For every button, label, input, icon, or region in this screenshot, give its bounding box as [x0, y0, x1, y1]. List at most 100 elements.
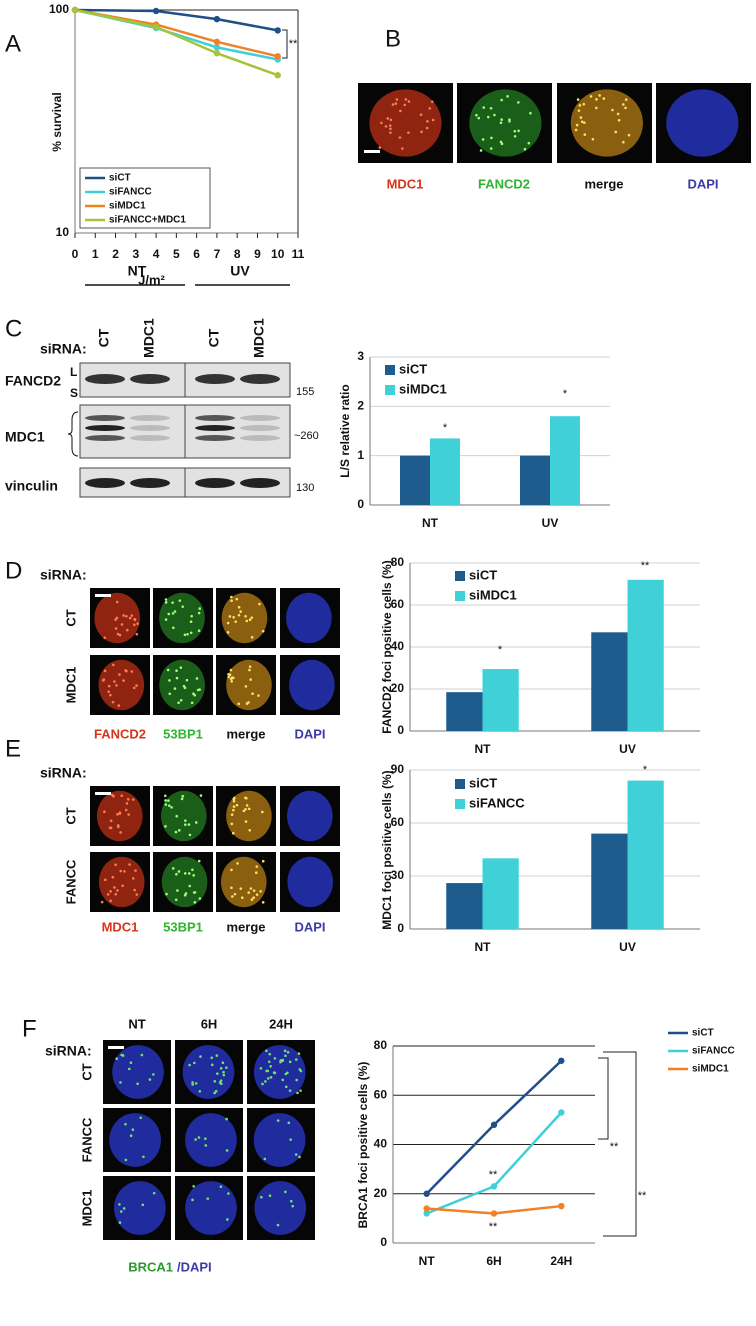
nucleus — [112, 1045, 164, 1099]
bar — [520, 455, 550, 505]
focus — [126, 628, 129, 632]
focus — [252, 896, 255, 899]
focus — [602, 97, 606, 100]
focus — [109, 890, 112, 893]
focus — [107, 684, 111, 688]
nucleus — [289, 659, 335, 711]
focus — [183, 823, 187, 826]
nucleus — [369, 89, 442, 157]
focus — [181, 605, 185, 608]
focus — [598, 94, 601, 97]
focus — [127, 813, 130, 816]
focus — [191, 1081, 194, 1084]
focus — [389, 131, 392, 134]
focus — [576, 98, 580, 101]
bar — [627, 780, 664, 929]
bar — [446, 883, 483, 929]
focus — [191, 1083, 194, 1086]
point — [423, 1205, 430, 1212]
focus — [500, 142, 504, 146]
focus — [527, 141, 531, 145]
focus — [231, 831, 235, 835]
focus — [121, 884, 124, 888]
focus — [118, 812, 122, 815]
focus — [288, 1089, 292, 1092]
y-tick-label: 0 — [397, 921, 404, 935]
y-tick-label: 20 — [391, 681, 405, 695]
line — [74, 8, 279, 77]
focus — [237, 613, 241, 617]
focus — [116, 824, 120, 827]
label: 155 — [296, 386, 314, 398]
focus — [579, 116, 583, 119]
legend-label: siFANCC — [469, 795, 525, 810]
focus — [122, 614, 125, 617]
focus — [624, 98, 628, 101]
legend-swatch — [455, 799, 465, 809]
annotation: * — [643, 764, 648, 776]
legend-label: siCT — [109, 173, 131, 184]
focus — [247, 891, 251, 894]
point — [152, 23, 160, 31]
focus — [479, 149, 483, 152]
legend-swatch — [455, 591, 465, 601]
focus — [124, 1158, 128, 1162]
x-tick-label: 9 — [254, 247, 261, 261]
band — [195, 478, 235, 488]
image-label: FANCD2 — [478, 176, 530, 191]
focus — [230, 680, 233, 683]
focus — [261, 1082, 264, 1086]
bar — [482, 858, 519, 929]
focus — [428, 107, 432, 110]
label: FANCD2 — [5, 373, 61, 389]
legend-label: siCT — [692, 1028, 714, 1039]
focus — [259, 889, 262, 893]
focus — [230, 886, 233, 890]
nucleus — [287, 856, 334, 908]
x-tick-label: 8 — [234, 247, 241, 261]
label: MDC1 — [63, 667, 78, 704]
focus — [225, 1066, 228, 1069]
label: CT — [63, 609, 78, 626]
focus — [124, 808, 128, 812]
focus — [594, 106, 598, 110]
label: S — [70, 386, 78, 400]
label: siRNA: — [40, 765, 87, 781]
annotation: ** — [489, 1169, 498, 1181]
focus — [175, 814, 179, 818]
focus — [179, 698, 183, 702]
x-tick-label: NT — [419, 1254, 436, 1268]
focus — [269, 1076, 273, 1079]
focus — [135, 893, 139, 896]
focus — [232, 799, 236, 803]
image-label: merge — [226, 919, 265, 934]
focus — [248, 665, 252, 668]
focus — [281, 1059, 285, 1063]
focus — [291, 1204, 294, 1208]
image-label: BRCA1 — [128, 1259, 173, 1274]
point — [558, 1109, 565, 1116]
focus — [228, 673, 232, 677]
focus — [244, 807, 247, 811]
bar — [591, 632, 628, 731]
focus — [166, 668, 170, 672]
focus — [190, 701, 194, 705]
focus — [192, 874, 195, 877]
y-tick-label: 80 — [374, 1038, 388, 1052]
image-label: /DAPI — [177, 1259, 212, 1274]
legend-label: siFANCC — [109, 187, 152, 198]
focus — [230, 595, 233, 599]
focus — [298, 1155, 301, 1159]
y-tick-label: 60 — [391, 597, 405, 611]
x-tick-label: NT — [475, 742, 492, 756]
scale-bar — [108, 1046, 124, 1049]
x-tick-label: 7 — [214, 247, 221, 261]
legend-label: siCT — [399, 361, 427, 376]
focus — [419, 113, 423, 116]
focus — [116, 813, 119, 816]
y-tick-label: 40 — [374, 1137, 388, 1151]
legend-label: siFANCC+MDC1 — [109, 215, 186, 226]
image-label: merge — [226, 726, 265, 741]
focus — [171, 867, 175, 870]
focus — [595, 98, 598, 101]
